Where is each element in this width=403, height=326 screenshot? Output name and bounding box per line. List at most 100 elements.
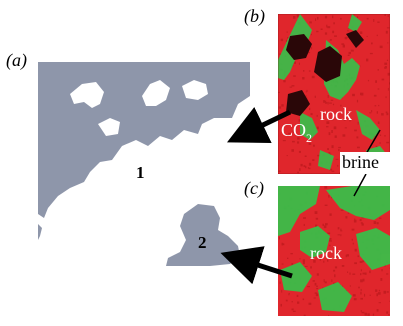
texture-speck [362,260,365,263]
texture-speck [282,140,286,142]
texture-speck [299,168,301,171]
texture-speck [323,100,325,103]
texture-speck [356,99,359,103]
texture-speck [297,171,299,174]
texture-speck [304,155,307,157]
texture-speck [278,236,280,240]
texture-speck [316,114,318,117]
arrows [220,106,381,285]
texture-speck [279,281,281,284]
texture-speck [334,35,337,37]
texture-speck [389,300,390,302]
texture-speck [337,164,339,167]
texture-speck [298,119,301,122]
texture-speck [309,107,311,111]
texture-speck [286,31,288,33]
texture-speck [293,16,296,19]
texture-speck [340,104,342,107]
texture-speck [332,30,335,34]
panel-b: (b) CO2 rock [244,6,390,174]
texture-speck [278,170,281,172]
pore-edge-fragment [38,224,42,240]
co2-label: CO2 [281,120,312,145]
texture-speck [373,94,377,97]
texture-speck [387,72,390,76]
texture-speck [293,61,296,64]
texture-speck [288,132,291,135]
texture-speck [360,310,362,312]
texture-speck [354,248,357,252]
texture-speck [378,292,381,295]
texture-speck [327,259,329,262]
texture-speck [374,105,377,107]
texture-speck [324,204,328,206]
texture-speck [281,243,285,246]
texture-speck [325,223,328,226]
texture-speck [310,113,313,116]
co2-blobs [286,30,364,116]
panel-b-label: (b) [244,6,265,27]
texture-speck [378,104,380,107]
texture-speck [365,312,367,315]
texture-speck [384,62,388,65]
texture-speck [316,30,319,33]
texture-speck [356,16,359,18]
brine-label: brine [342,152,379,172]
texture-speck [305,91,307,93]
texture-speck [357,146,360,149]
texture-speck [334,274,336,278]
texture-speck [377,21,380,23]
texture-speck [328,194,330,198]
texture-speck [341,265,345,267]
texture-speck [340,209,344,211]
pore-hole [70,82,104,108]
texture-speck [333,126,337,130]
texture-speck [324,100,327,102]
texture-speck [350,49,354,52]
texture-speck [347,271,349,273]
texture-speck [384,14,386,16]
texture-speck [377,88,380,90]
texture-speck [324,281,327,284]
brine-label-bg [340,152,392,174]
texture-speck [381,78,385,81]
texture-speck [314,282,317,286]
texture-speck [329,213,332,216]
texture-speck [323,279,325,283]
texture-speck [353,219,357,223]
texture-speck [317,16,319,20]
texture-speck [345,254,347,258]
texture-speck [328,152,331,154]
texture-speck [324,32,328,35]
texture-speck [331,130,333,133]
texture-speck [310,266,312,269]
texture-speck [288,293,290,296]
panel-a-label: (a) [6,50,27,71]
texture-speck [361,311,365,314]
texture-speck [347,29,349,32]
texture-speck [291,85,295,87]
brine-regions [278,186,390,312]
texture-speck [283,80,286,83]
texture-speck [386,141,390,144]
texture-speck [329,240,332,242]
texture-speck [379,142,381,144]
texture-speck [385,111,388,114]
texture-speck [342,134,346,137]
texture-speck [331,279,333,282]
texture-speck [308,302,312,305]
texture-speck [360,279,363,283]
texture-speck [349,272,351,275]
texture-speck [346,254,349,257]
texture-speck [340,230,343,232]
texture-speck [361,217,365,219]
texture-speck [383,290,387,294]
texture-speck [341,316,342,319]
texture-speck [360,273,362,276]
texture-speck [360,291,362,295]
texture-speck [357,255,360,258]
texture-speck [352,273,356,275]
texture-speck [369,112,372,114]
texture-speck [327,232,331,234]
